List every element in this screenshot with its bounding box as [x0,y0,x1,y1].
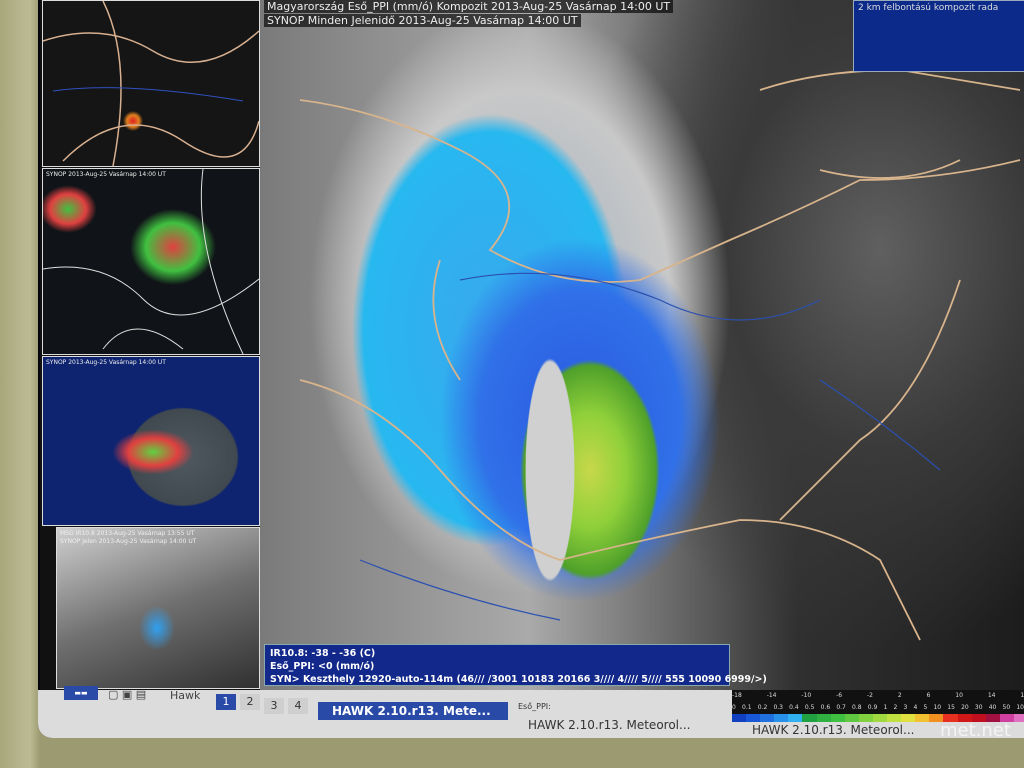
legend-tick: 15 [947,704,955,711]
legend-top-tick: -6 [836,692,843,699]
legend-swatch [943,714,958,722]
legend-swatch [872,714,888,722]
legend-tick: 0.3 [773,704,783,711]
legend-swatch [957,714,972,722]
window-icons[interactable]: ▢ ▣ ▤ [108,688,147,701]
legend-top-tick: 6 [926,692,931,699]
legend-top-tick: 18 [1020,692,1024,699]
legend-color-bar [732,714,1024,722]
legend-swatch [802,714,817,722]
legend-tick: 0.4 [789,704,799,711]
thumbnail-caption: SYNOP 2013-Aug-25 Vasárnap 14:00 UT [46,359,166,366]
legend-tick: 0.9 [867,704,878,711]
task-hawk-1[interactable]: HAWK 2.10.r13. Mete... [318,702,508,720]
info-panel: 2 km felbontású kompozit rada [853,0,1024,72]
screen: SYNOP 2013-Aug-25 Vasárnap 14:00 UT SYNO… [38,0,1024,738]
legend-tick: 3 [903,704,908,711]
legend-tick: 0.2 [757,704,768,711]
synop-readout-box: IR10.8: -38 - -36 (C) Eső_PPI: <0 (mm/ó)… [264,644,767,686]
precip-readout: Eső_PPI: <0 (mm/ó) [270,661,375,672]
legend-tick: 0.6 [820,704,831,711]
legend-swatch [774,714,789,722]
precip-legend: -18-14-10-6-226101418 00.10.20.30.40.50.… [732,690,1024,722]
workspace-3[interactable]: 3 [264,698,284,714]
legend-top-ticks: -18 -14 -10 -6 -2 2 6 10 14 18 [732,692,1024,699]
legend-swatch [788,714,803,722]
legend-tick: 50 [1002,704,1011,711]
legend-swatch [901,714,916,722]
workspace-1[interactable]: 1 [216,694,236,710]
legend-top-tick: -18 [732,692,742,699]
legend-swatch [760,714,775,722]
legend-swatch [732,714,747,722]
legend-swatch [971,714,986,722]
legend-tick: 1 [883,704,888,711]
thumbnail-synop-europe[interactable]: SYNOP 2013-Aug-25 Vasárnap 14:00 UT [42,356,260,526]
thumbnail-caption: MSG IR10.8 2013-Aug-25 Vasárnap 13:55 UT [60,530,195,537]
info-panel-text: 2 km felbontású kompozit rada [858,3,999,13]
watermark: met.net [940,720,1011,739]
task-hawk-2[interactable]: HAWK 2.10.r13. Meteorol... [528,718,691,732]
legend-tick: 30 [974,704,983,711]
legend-tick: 0.7 [836,704,846,711]
thumbnail-radar-hungary[interactable] [42,0,260,167]
thumbnail-caption: SYNOP 2013-Aug-25 Vasárnap 14:00 UT [46,171,166,178]
border-lines [43,1,259,166]
legend-top-tick: -10 [801,692,812,699]
synop-station-readout: SYN> Keszthely 12920-auto-114m (46/// /3… [270,674,767,685]
legend-top-tick: -2 [866,692,873,699]
legend-top-tick: 2 [897,692,902,699]
ir-readout: IR10.8: -38 - -36 (C) [270,648,376,659]
legend-swatch [887,714,902,722]
legend-top-tick: -14 [766,692,777,699]
legend-swatch [985,714,1000,722]
thumbnail-synop-central-europe[interactable]: SYNOP 2013-Aug-25 Vasárnap 14:00 UT [42,168,260,355]
legend-swatch [999,714,1014,722]
workspace-2[interactable]: 2 [240,694,260,710]
legend-top-tick: 14 [987,692,996,699]
legend-swatch [858,714,873,722]
country-borders [299,69,1021,641]
legend-tick: 2 [893,704,898,711]
legend-swatch [816,714,831,722]
legend-swatch [929,714,944,722]
thumbnail-satellite-europe[interactable]: MSG IR10.8 2013-Aug-25 Vasárnap 13:55 UT… [56,527,260,689]
workspace-4[interactable]: 4 [288,698,308,714]
legend-tick: 5 [923,704,928,711]
legend-ticks: 0 0.1 0.2 0.3 0.4 0.5 0.6 0.7 0.8 0.9 1 2 3 4 5 10 15 20 3… [732,704,1024,711]
legend-tick: 0 [732,704,736,711]
legend-swatch [830,714,845,722]
legend-tick: 0.8 [852,704,862,711]
legend-tick: 40 [988,704,997,711]
thumbnail-sidebar: SYNOP 2013-Aug-25 Vasárnap 14:00 UT SYNO… [40,0,260,690]
legend-tick: 20 [961,704,969,711]
legend-swatch [915,714,930,722]
legend-swatch [844,714,859,722]
map-title-synop: SYNOP Minden Jelenidő 2013-Aug-25 Vasárn… [264,14,581,27]
legend-tick: 0.1 [742,704,752,711]
map-title-radar: Magyarország Eső_PPI (mm/ó) Kompozit 201… [264,0,674,13]
thumbnail-caption-2: SYNOP Jelen 2013-Aug-25 Vasárnap 14:00 U… [60,538,197,545]
hawk-menu[interactable]: Hawk [170,689,201,702]
border-lines [43,169,259,354]
legend-tick: 0.5 [804,704,815,711]
radar-map[interactable]: Magyarország Eső_PPI (mm/ó) Kompozit 201… [260,0,1024,690]
legend-swatch [1013,714,1024,722]
legend-tick: 100 [1016,704,1024,711]
legend-tick: 10 [933,704,942,711]
legend-top-tick: 10 [955,692,963,699]
task-hawk-3[interactable]: HAWK 2.10.r13. Meteorol... [752,723,915,737]
legend-swatch [746,714,761,722]
start-menu-button[interactable]: ▬▬ [64,686,98,700]
legend-tick: 4 [913,704,918,711]
legend-label: Eső_PPI: [518,702,551,711]
